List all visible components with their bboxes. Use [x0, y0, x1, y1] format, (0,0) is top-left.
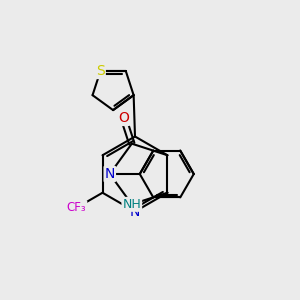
Text: O: O [118, 111, 129, 125]
Text: S: S [96, 64, 105, 78]
Text: N: N [130, 205, 140, 218]
Text: N: N [105, 167, 115, 181]
Text: CF₃: CF₃ [67, 201, 86, 214]
Text: NH: NH [122, 198, 141, 211]
